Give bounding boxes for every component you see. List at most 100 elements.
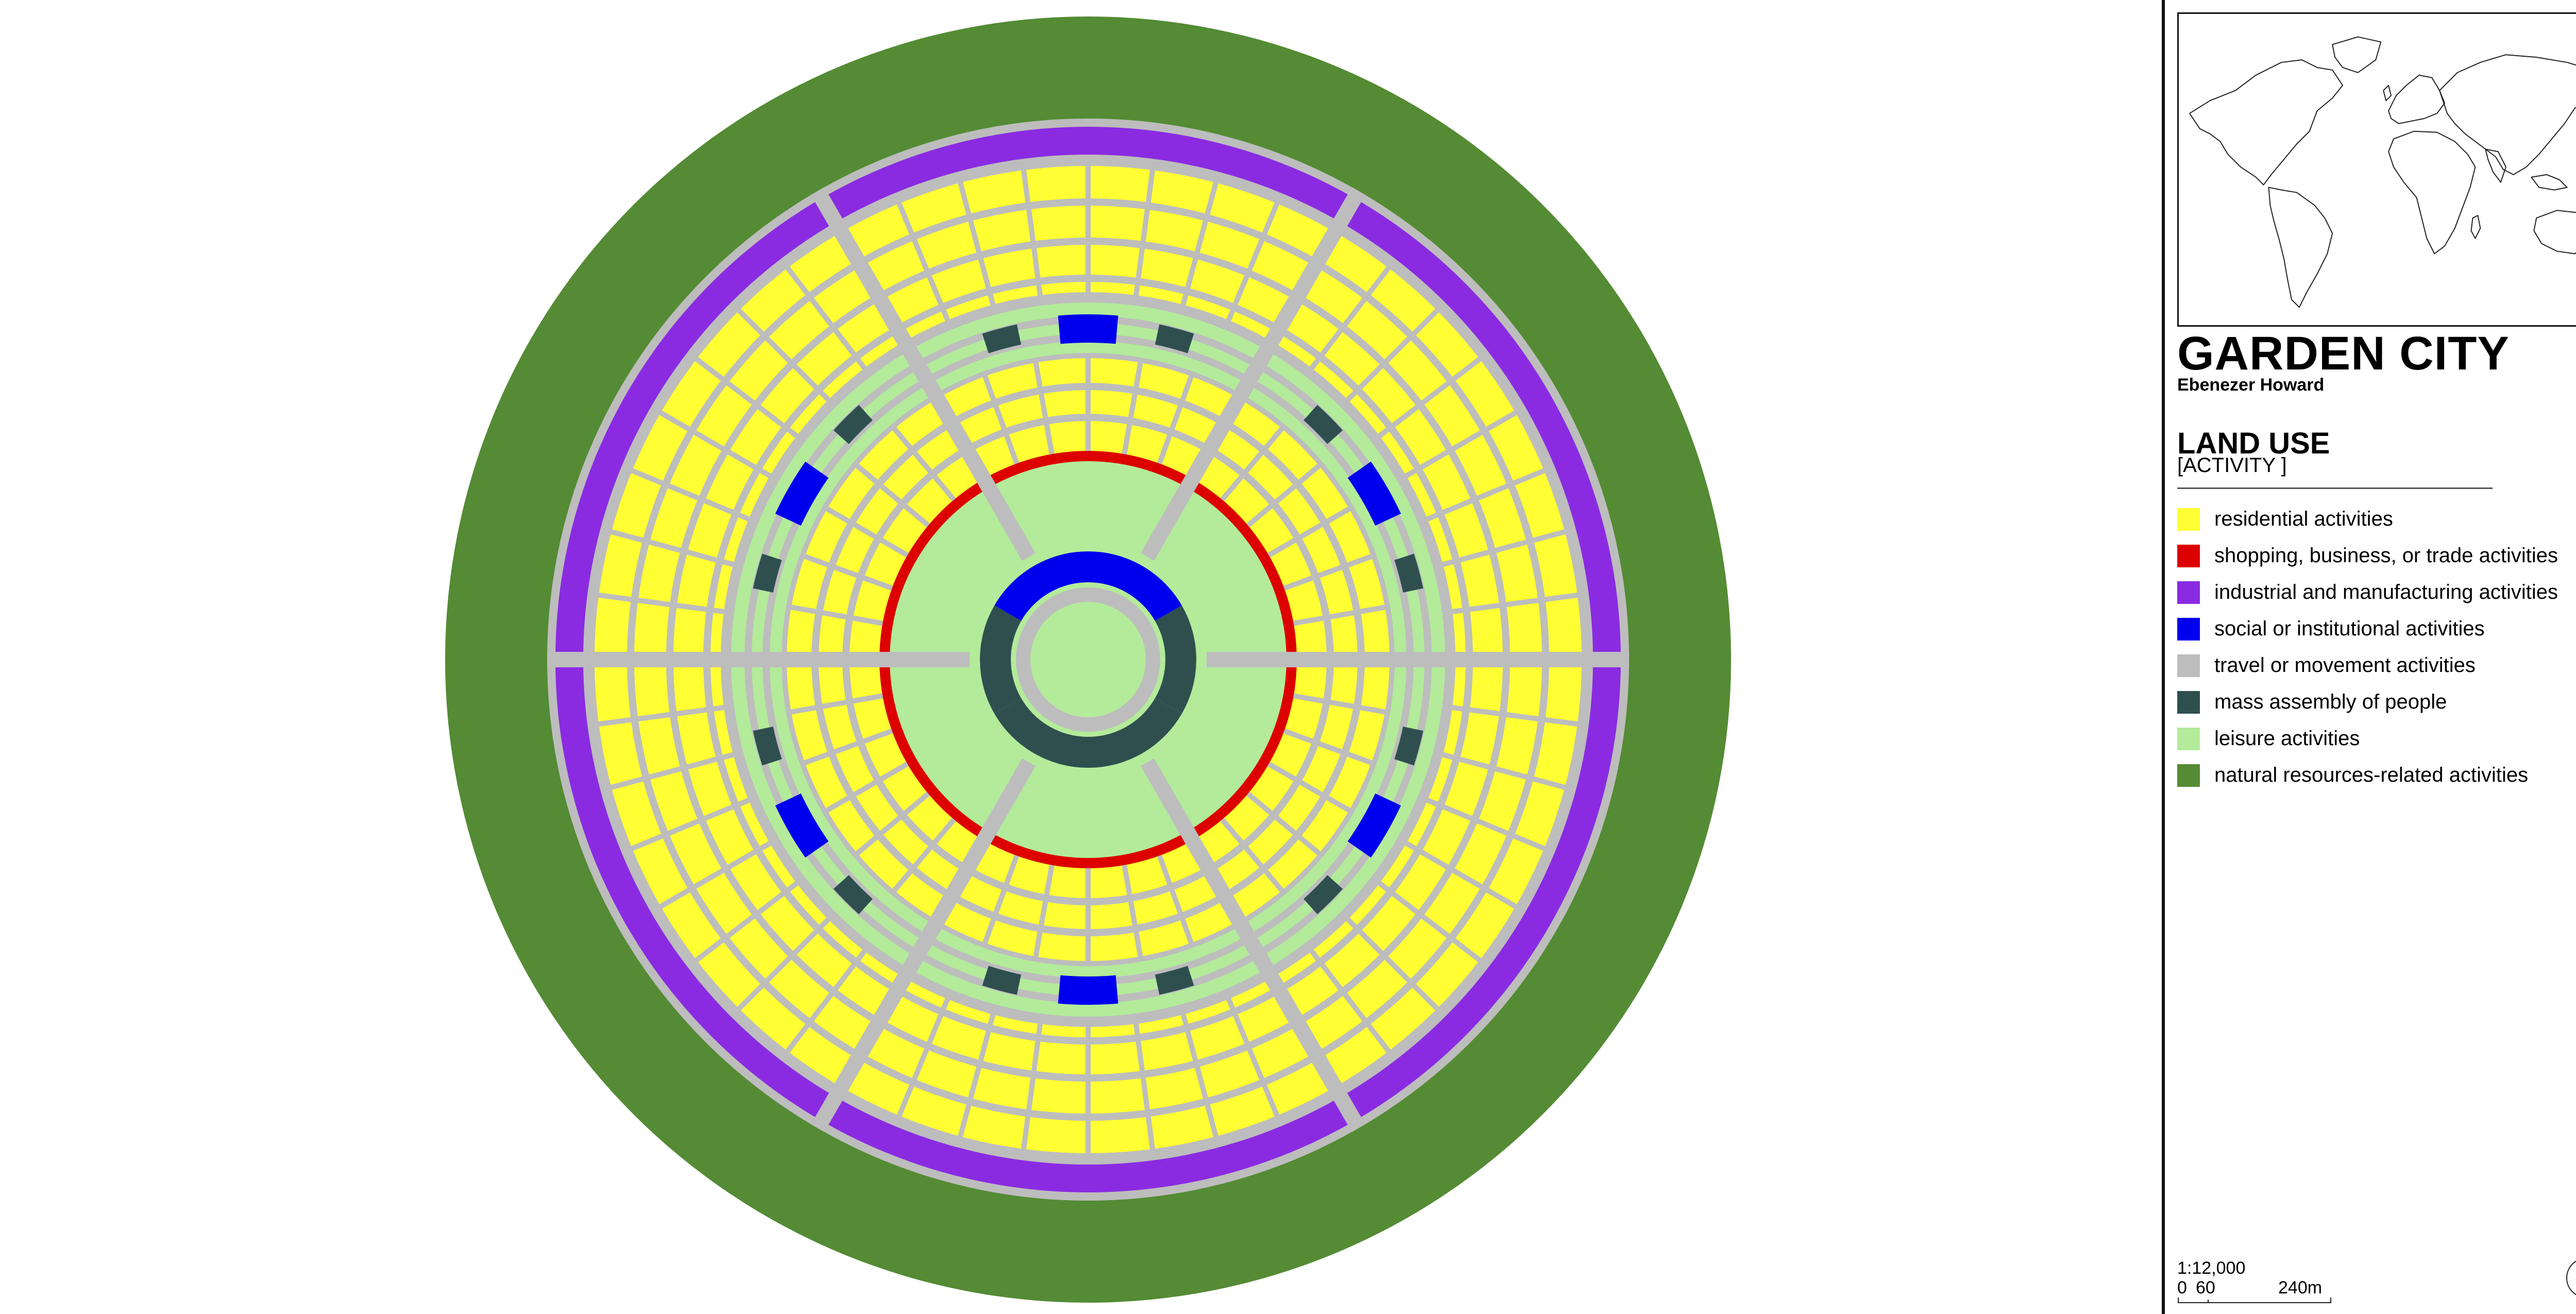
block-divider-street <box>1026 1074 1036 1114</box>
block-divider-street <box>1157 854 1174 888</box>
block-divider-street <box>1449 936 1486 966</box>
block-divider-street <box>1418 379 1453 407</box>
block-divider-street <box>1145 1113 1156 1155</box>
block-divider-street <box>788 604 851 620</box>
block-divider-street <box>1032 360 1049 422</box>
block-divider-street <box>683 751 737 770</box>
block-divider-street <box>1439 751 1493 770</box>
block-divider-street <box>1449 704 1503 717</box>
block-divider-street <box>1225 996 1251 1048</box>
church-3 <box>1394 553 1423 593</box>
peninsula-india <box>2485 148 2506 183</box>
continent-europe <box>2388 74 2446 124</box>
block-divider-street <box>724 448 774 480</box>
legend-label: travel or movement activities <box>2214 654 2476 677</box>
block-divider-street <box>1449 353 1486 383</box>
church-5 <box>1303 875 1343 915</box>
legend-label: natural resources-related activities <box>2214 764 2529 786</box>
block-divider-street <box>1326 604 1388 620</box>
town-hall <box>994 551 1182 621</box>
legend-item-shopping: shopping, business, or trade activities <box>2177 537 2558 574</box>
main-boulevard-0 <box>811 187 1036 561</box>
block-divider-street <box>1180 1011 1199 1065</box>
block-divider-street <box>605 528 647 544</box>
block-divider-street <box>894 1081 916 1122</box>
block-divider-street <box>1364 1021 1394 1057</box>
block-divider-street <box>1168 886 1195 947</box>
continent-africa <box>2388 130 2476 255</box>
block-divider-street <box>1220 818 1246 847</box>
block-divider-street <box>1246 1045 1266 1084</box>
block-divider-street <box>1204 177 1220 218</box>
block-divider-street <box>930 818 956 847</box>
block-divider-street <box>1242 843 1286 895</box>
block-divider-street <box>801 740 862 766</box>
scale-ratio: 1:12,000 <box>2177 1258 2246 1278</box>
block-divider-street <box>1133 1021 1145 1075</box>
block-divider-street <box>1402 448 1452 480</box>
continent-australia <box>2533 210 2576 255</box>
block-divider-street <box>673 602 727 615</box>
block-divider-street <box>849 693 884 704</box>
block-divider-street <box>690 936 727 966</box>
block-divider-street <box>894 197 916 238</box>
island-madagascar <box>2470 215 2481 239</box>
block-divider-street <box>967 1063 982 1103</box>
school-3 <box>1058 975 1118 1005</box>
block-divider-street <box>1122 864 1133 899</box>
block-divider-street <box>1204 1101 1220 1142</box>
block-divider-street <box>1541 716 1583 728</box>
world-locator-map <box>2177 12 2576 327</box>
main-boulevard-4 <box>811 758 1036 1132</box>
block-divider-street <box>1020 164 1031 207</box>
main-boulevard-1 <box>1141 187 1365 561</box>
block-divider-street <box>733 305 767 338</box>
block-divider-street <box>762 334 794 366</box>
north-arrow-icon <box>2566 1260 2576 1295</box>
block-divider-street <box>1344 362 1386 403</box>
legend-label: shopping, business, or trade activities <box>2214 544 2558 567</box>
church-8 <box>833 875 873 915</box>
block-divider-street <box>1402 839 1452 871</box>
church-10 <box>753 553 782 593</box>
block-divider-street <box>790 362 832 403</box>
block-divider-street <box>1283 574 1317 591</box>
legend-swatch <box>2177 617 2200 641</box>
block-divider-street <box>877 762 909 783</box>
block-divider-street <box>634 597 674 608</box>
block-divider-street <box>956 177 972 218</box>
continent-north-america <box>2189 59 2343 186</box>
legend-swatch <box>2177 508 2200 531</box>
block-divider-street <box>831 947 868 993</box>
block-divider-street <box>1133 244 1145 298</box>
panel-divider <box>2162 0 2165 1314</box>
block-divider-street <box>901 791 930 817</box>
block-divider-street <box>1473 817 1512 837</box>
central-garden <box>1030 602 1146 717</box>
legend-swatch <box>2177 727 2200 750</box>
legend-swatch <box>2177 654 2200 677</box>
block-divider-street <box>859 574 893 591</box>
block-divider-street <box>724 839 774 871</box>
block-divider-street <box>977 1011 996 1065</box>
civic-assembly-east <box>1155 605 1196 714</box>
block-divider-street <box>605 776 647 791</box>
garden-city-plan[interactable] <box>0 0 2162 1314</box>
block-divider-street <box>690 428 727 453</box>
block-divider-street <box>1510 832 1550 853</box>
block-divider-street <box>1439 549 1493 568</box>
legend-label: leisure activities <box>2214 727 2360 750</box>
legend-item-travel: travel or movement activities <box>2177 647 2558 684</box>
block-divider-street <box>823 778 880 814</box>
legend-swatch <box>2177 581 2200 604</box>
church-7 <box>982 966 1022 995</box>
legend-subtitle: [ACTIVITY ] <box>2177 454 2287 477</box>
block-divider-street <box>1296 778 1353 814</box>
legend-item-social: social or institutional activities <box>2177 611 2558 647</box>
island-uk <box>2383 85 2392 102</box>
continent-greenland <box>2332 36 2382 73</box>
block-divider-street <box>807 990 836 1024</box>
block-divider-street <box>807 295 836 329</box>
block-divider-street <box>1341 990 1369 1024</box>
block-divider-street <box>823 505 880 541</box>
